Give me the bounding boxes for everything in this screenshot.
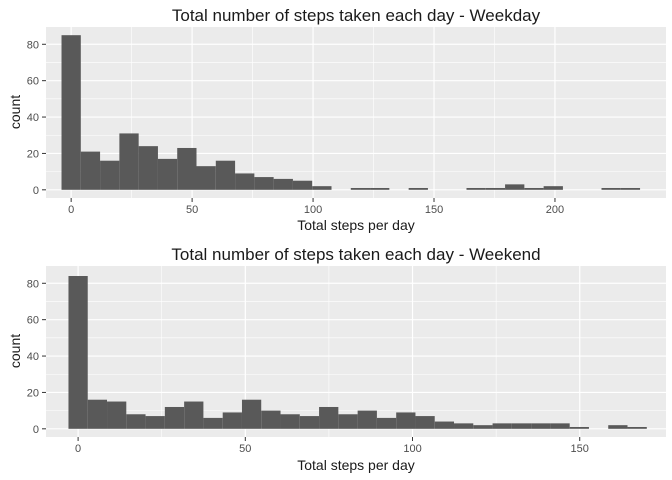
histogram-bar: [68, 276, 88, 429]
histogram-bar: [415, 416, 435, 429]
histogram-bar: [601, 187, 621, 190]
histogram-bars: [61, 35, 641, 190]
histogram-bar: [61, 35, 81, 190]
histogram-bar: [492, 423, 512, 429]
x-tick-label: 50: [186, 204, 198, 216]
histogram-bar: [473, 425, 493, 429]
histogram-bar: [241, 399, 262, 429]
x-tick-label: 0: [75, 443, 81, 455]
histogram-bar: [87, 399, 107, 429]
histogram-bar: [608, 425, 628, 429]
histogram-bar: [164, 406, 185, 429]
histogram-bar: [138, 146, 158, 190]
histogram-bar: [203, 417, 223, 429]
x-tick-label: 150: [425, 204, 443, 216]
y-axis-title: count: [7, 334, 23, 368]
weekend-histogram: Total number of steps taken each day - W…: [7, 245, 666, 473]
histogram-bar: [466, 187, 486, 190]
histogram-bar: [620, 187, 641, 190]
histogram-bar: [627, 426, 647, 429]
histogram-bar: [454, 423, 474, 429]
histogram-bar: [312, 186, 332, 190]
histogram-bar: [273, 178, 293, 190]
histogram-bar: [376, 417, 397, 429]
histogram-bar: [319, 406, 339, 429]
histogram-bar: [396, 412, 416, 429]
y-tick-label: 20: [27, 148, 39, 160]
x-tick-label: 0: [68, 204, 74, 216]
y-axis-title: count: [7, 95, 23, 129]
histogram-bar: [485, 187, 506, 190]
y-tick-label: 60: [27, 315, 39, 327]
histogram-bar: [370, 187, 390, 190]
chart-title: Total number of steps taken each day - W…: [171, 245, 540, 264]
histogram-bar: [215, 160, 236, 190]
histogram-bar: [235, 173, 255, 190]
y-tick-label: 40: [27, 351, 39, 363]
y-tick-label: 0: [33, 185, 39, 197]
y-tick-label: 20: [27, 387, 39, 399]
histogram-bars: [68, 276, 647, 429]
histogram-bar: [569, 426, 589, 429]
histogram-bar: [261, 410, 281, 429]
histogram-bar: [254, 177, 274, 190]
histogram-bar: [350, 187, 371, 190]
x-tick-label: 50: [239, 443, 251, 455]
y-tick-label: 80: [27, 278, 39, 290]
y-tick-label: 80: [27, 39, 39, 51]
histogram-bar: [338, 414, 358, 429]
x-tick-label: 100: [304, 204, 322, 216]
histogram-bar: [126, 414, 146, 429]
x-axis: 0 50 100 150 200: [68, 198, 564, 216]
histogram-bar: [511, 423, 532, 429]
histogram-bar: [119, 133, 139, 190]
histogram-bar: [184, 401, 204, 429]
histogram-bar: [145, 416, 165, 429]
histogram-bar: [222, 412, 242, 429]
histogram-bar: [80, 151, 101, 190]
x-axis-title: Total steps per day: [297, 217, 415, 233]
histogram-bar: [524, 187, 544, 190]
histogram-bar: [280, 414, 300, 429]
histogram-bar: [550, 423, 570, 429]
weekday-histogram: Total number of steps taken each day - W…: [7, 6, 666, 233]
histogram-bar: [505, 184, 525, 190]
x-tick-label: 150: [571, 443, 589, 455]
histogram-bar: [107, 401, 127, 429]
y-tick-label: 0: [33, 424, 39, 436]
histogram-bar: [408, 187, 428, 190]
histogram-bar: [196, 166, 216, 190]
x-axis-title: Total steps per day: [297, 457, 415, 473]
histogram-bar: [100, 160, 120, 190]
x-tick-label: 100: [403, 443, 421, 455]
y-axis: 0 20 40 60 80: [27, 278, 46, 436]
histogram-bar: [357, 410, 377, 429]
histogram-bar: [543, 186, 563, 190]
y-tick-label: 40: [27, 112, 39, 124]
histogram-bar: [292, 180, 313, 190]
histogram-bar: [434, 421, 455, 429]
histogram-bar: [531, 423, 551, 429]
plot-panel: [46, 266, 666, 437]
x-tick-label: 200: [546, 204, 564, 216]
histogram-bar: [299, 416, 320, 429]
chart-title: Total number of steps taken each day - W…: [172, 6, 541, 25]
y-axis: 0 20 40 60 80: [27, 39, 46, 197]
histogram-bar: [157, 158, 178, 190]
y-tick-label: 60: [27, 76, 39, 88]
histogram-bar: [177, 147, 197, 190]
x-axis: 0 50 100 150: [75, 437, 589, 455]
